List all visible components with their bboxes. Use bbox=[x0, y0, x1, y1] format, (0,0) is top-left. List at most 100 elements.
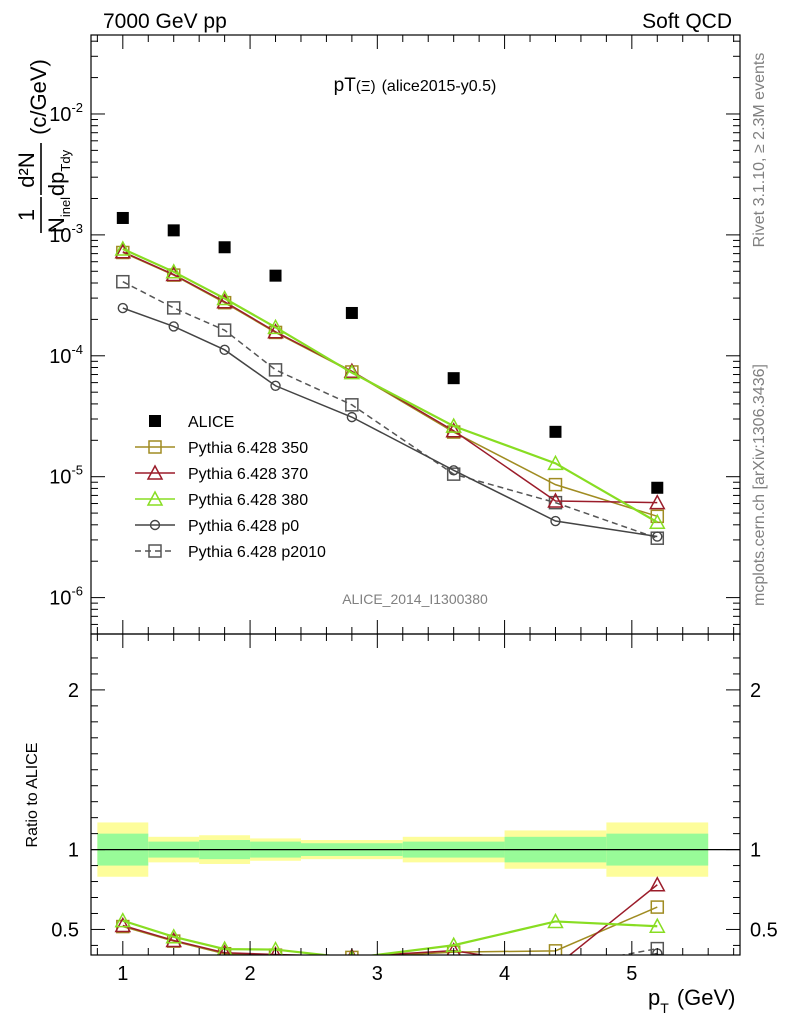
data-point bbox=[269, 269, 282, 282]
data-point bbox=[267, 323, 284, 339]
ratio-point bbox=[649, 876, 666, 892]
ratio-line bbox=[648, 952, 658, 955]
data-point bbox=[345, 398, 359, 412]
y-tick-label: 10-3 bbox=[49, 221, 83, 247]
ratio-point bbox=[347, 983, 356, 992]
data-point bbox=[446, 467, 461, 481]
rivet-label: Rivet 3.1.10, ≥ 2.3M events bbox=[751, 53, 768, 248]
y-tick-label: 10-5 bbox=[49, 463, 83, 489]
x-tick-label: 3 bbox=[372, 963, 383, 985]
data-point bbox=[549, 425, 562, 438]
data-point bbox=[547, 454, 564, 471]
svg-text:(c/GeV): (c/GeV) bbox=[26, 59, 51, 135]
series-line bbox=[122, 307, 658, 538]
data-point bbox=[114, 240, 132, 256]
series-line bbox=[122, 251, 658, 504]
header-right: Soft QCD bbox=[642, 10, 732, 33]
data-point bbox=[165, 263, 182, 279]
main-panel: 10-2 10-3 10-4 10-5 10-6 bbox=[49, 34, 741, 635]
legend-label: Pythia 6.428 370 bbox=[188, 466, 308, 483]
x-tick-label: 5 bbox=[626, 963, 637, 985]
data-point bbox=[447, 372, 460, 385]
ratio-point bbox=[649, 917, 666, 934]
series-line bbox=[122, 247, 658, 524]
legend-label: Pythia 6.428 350 bbox=[188, 440, 308, 457]
ratio-panel: 1 2 3 4 5 0.5 0.5 1 1 2 2 bbox=[51, 633, 778, 994]
ratio-point bbox=[165, 931, 182, 948]
y-tick-label: 2 bbox=[68, 680, 79, 702]
legend-label: Pythia 6.428 p0 bbox=[188, 518, 299, 535]
header-left: 7000 GeV pp bbox=[103, 10, 227, 33]
ratio-point bbox=[169, 979, 178, 988]
ratio-point bbox=[218, 944, 231, 955]
legend-marker bbox=[146, 490, 164, 506]
y-tick-label: 10-4 bbox=[49, 342, 83, 368]
data-point bbox=[166, 301, 181, 315]
data-point bbox=[445, 417, 462, 433]
legend-marker bbox=[148, 440, 162, 454]
legend-marker bbox=[149, 415, 161, 427]
ratio-point bbox=[551, 976, 560, 985]
svg-text:d²N: d²N bbox=[14, 152, 39, 187]
data-point bbox=[267, 318, 284, 335]
data-point bbox=[548, 495, 563, 510]
data-point bbox=[167, 224, 180, 237]
y-tick-label: 2 bbox=[750, 680, 761, 702]
ratio-point bbox=[448, 978, 460, 990]
ratio-point bbox=[168, 967, 180, 979]
data-point bbox=[168, 321, 179, 332]
ratio-frame bbox=[90, 633, 741, 956]
data-point bbox=[445, 422, 462, 438]
legend-label: Pythia 6.428 380 bbox=[188, 492, 308, 509]
y-tick-label: 10-2 bbox=[49, 100, 83, 126]
data-point bbox=[117, 302, 129, 314]
plot-title: pT(Ξ) (alice2015-y0.5) bbox=[334, 75, 497, 96]
ratio-point bbox=[216, 940, 233, 955]
data-point bbox=[651, 481, 664, 494]
ratio-point bbox=[220, 982, 229, 991]
ratio-point bbox=[165, 928, 182, 944]
ratio-point bbox=[650, 900, 665, 914]
mcplots-label: mcplots.cern.ch [arXiv:1306.3436] bbox=[751, 364, 768, 606]
svg-text:1: 1 bbox=[14, 209, 39, 221]
data-point bbox=[649, 494, 666, 510]
analysis-watermark: ALICE_2014_I1300380 bbox=[342, 591, 488, 607]
x-axis-label: pT (GeV) bbox=[648, 985, 736, 1016]
ratio-y-axis-label: Ratio to ALICE bbox=[24, 743, 41, 848]
ratio-point bbox=[547, 912, 564, 929]
ratio-point bbox=[548, 944, 563, 955]
y-tick-label: 0.5 bbox=[750, 919, 778, 941]
data-point bbox=[217, 323, 232, 337]
data-point bbox=[343, 364, 361, 380]
data-point bbox=[216, 289, 233, 306]
ratio-point bbox=[271, 985, 280, 994]
data-point bbox=[268, 363, 283, 377]
y-tick-label: 0.5 bbox=[51, 919, 79, 941]
data-point bbox=[448, 465, 459, 476]
ratio-point bbox=[114, 912, 132, 928]
data-point bbox=[219, 344, 230, 356]
legend-label: Pythia 6.428 p2010 bbox=[188, 544, 326, 561]
ratio-point bbox=[114, 916, 132, 933]
ratio-point bbox=[346, 976, 358, 988]
data-point bbox=[649, 513, 666, 529]
y-tick-label: 1 bbox=[750, 840, 761, 862]
legend-label: ALICE bbox=[188, 414, 234, 431]
data-point bbox=[218, 241, 231, 254]
ratio-point bbox=[446, 942, 461, 955]
legend-marker bbox=[149, 519, 161, 531]
data-point bbox=[650, 509, 665, 524]
ratio-point bbox=[267, 940, 284, 955]
y-axis-label: 1 Ninel d²N dpTdy (c/GeV) bbox=[14, 59, 73, 233]
data-point bbox=[548, 477, 563, 492]
y-tick-label: 1 bbox=[68, 840, 79, 862]
ratio-point bbox=[548, 959, 562, 972]
x-tick-label: 2 bbox=[245, 963, 256, 985]
data-point bbox=[270, 380, 281, 391]
x-tick-label: 4 bbox=[499, 963, 510, 985]
y-tick-label: 10-6 bbox=[49, 584, 83, 610]
data-point bbox=[652, 531, 663, 542]
legend: ALICE Pythia 6.428 350 Pythia 6.428 370 Pyt… bbox=[135, 414, 326, 561]
svg-text:Ninel: Ninel bbox=[44, 197, 73, 233]
ratio-series-group bbox=[114, 876, 666, 994]
